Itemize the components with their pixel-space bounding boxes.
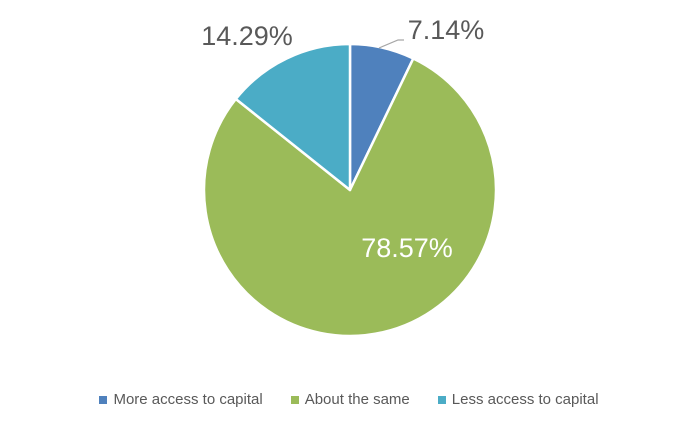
legend-item-more-access-to-capital: More access to capital bbox=[99, 391, 263, 408]
data-label-about-the-same: 78.57% bbox=[361, 233, 453, 263]
chart-legend: More access to capital About the same Less… bbox=[0, 391, 698, 408]
legend-label: About the same bbox=[304, 391, 410, 408]
data-label-more-access-to-capital: 7.14% bbox=[408, 15, 485, 45]
legend-swatch bbox=[290, 395, 299, 404]
legend-label: More access to capital bbox=[113, 391, 263, 408]
legend-swatch bbox=[437, 395, 446, 404]
legend-label: Less access to capital bbox=[451, 391, 599, 408]
legend-swatch bbox=[99, 395, 108, 404]
pie-slice-about-the-same bbox=[202, 57, 498, 338]
legend-item-about-the-same: About the same bbox=[290, 391, 410, 408]
pie-slice-less-access-to-capital bbox=[234, 42, 352, 192]
data-label-less-access-to-capital: 14.29% bbox=[201, 21, 293, 51]
legend-item-less-access-to-capital: Less access to capital bbox=[437, 391, 599, 408]
leader-line bbox=[378, 39, 404, 49]
